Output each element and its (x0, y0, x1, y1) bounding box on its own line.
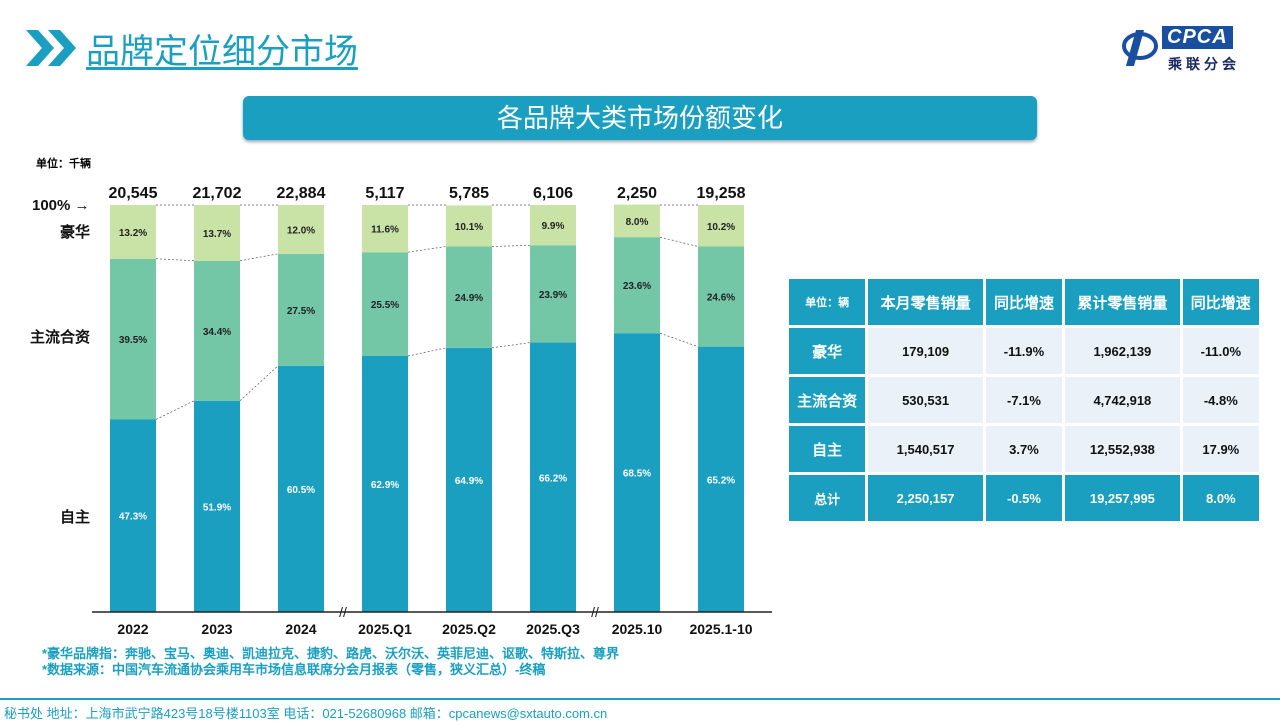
bar-自主-2022 (110, 419, 156, 612)
footer-divider (0, 698, 1280, 700)
footnotes: *豪华品牌指：奔驰、宝马、奥迪、凯迪拉克、捷豹、路虎、沃尔沃、英菲尼迪、讴歌、特… (42, 646, 620, 677)
connector-line (659, 332, 699, 347)
total-label: 21,702 (193, 185, 242, 202)
connector-line (239, 253, 279, 262)
bar-主流合资-2025.Q1 (362, 252, 408, 356)
x-tick-label: 2023 (201, 621, 232, 637)
total-label: 5,117 (365, 185, 404, 202)
data-label: 10.2% (707, 222, 735, 233)
connector-line (407, 347, 447, 357)
chart-title-banner: 各品牌大类市场份额变化 (243, 96, 1037, 140)
bar-主流合资-2023 (194, 260, 240, 401)
data-label: 64.9% (455, 476, 483, 487)
connector-line (491, 244, 531, 247)
bar-主流合资-2025.1-10 (698, 246, 744, 347)
top-marker: 100% → (32, 197, 90, 214)
total-label: 19,258 (697, 185, 746, 202)
footer-contact: 秘书处 地址：上海市武宁路423号18号楼1103室 电话：021-526809… (4, 706, 608, 721)
data-label: 12.0% (287, 225, 315, 236)
x-tick-label: 2025.Q1 (358, 621, 412, 637)
table-row: 主流合资 530,531 -7.1% 4,742,918 -4.8% (789, 377, 1259, 423)
table-header-row: 单位：辆 本月零售销量 同比增速 累计零售销量 同比增速 (789, 279, 1259, 325)
bar-豪华-2025.1-10 (698, 205, 744, 247)
bar-主流合资-2025.Q3 (530, 245, 576, 343)
connector-line (491, 342, 531, 349)
bar-自主-2025.1-10 (698, 346, 744, 612)
data-label: 8.0% (626, 217, 649, 228)
data-label: 68.5% (623, 469, 651, 480)
bar-主流合资-2024 (278, 253, 324, 366)
x-tick-label: 2022 (117, 621, 148, 637)
bar-豪华-2024 (278, 205, 324, 254)
total-label: 5,785 (449, 185, 489, 202)
bar-主流合资-2025.10 (614, 237, 660, 334)
data-label: 60.5% (287, 485, 315, 496)
data-label: 39.5% (119, 335, 147, 346)
axis-break-mark: // (339, 604, 347, 620)
table-row: 自主 1,540,517 3.7% 12,552,938 17.9% (789, 426, 1259, 472)
bar-豪华-2025.10 (614, 204, 660, 238)
series-label-豪华: 豪华 (60, 223, 90, 241)
data-label: 51.9% (203, 502, 231, 513)
table-row: 豪华 179,109 -11.9% 1,962,139 -11.0% (789, 328, 1259, 374)
bar-自主-2025.10 (614, 333, 660, 612)
bar-自主-2025.Q3 (530, 342, 576, 612)
bar-自主-2025.Q2 (446, 347, 492, 612)
total-label: 2,250 (617, 185, 657, 202)
data-label: 23.6% (623, 281, 651, 292)
page-title: 品牌定位细分市场 (86, 33, 358, 71)
data-label: 11.6% (371, 225, 399, 236)
data-label: 27.5% (287, 306, 315, 317)
connector-line (155, 400, 195, 420)
bar-豪华-2025.Q2 (446, 205, 492, 247)
data-label: 47.3% (119, 512, 147, 523)
x-tick-label: 2025.Q3 (526, 621, 580, 637)
data-label: 13.2% (119, 228, 147, 239)
data-label: 34.4% (203, 327, 231, 338)
x-tick-label: 2024 (285, 621, 316, 637)
x-tick-label: 2025.10 (612, 621, 663, 637)
series-label-自主: 自主 (60, 508, 90, 526)
axis-break-mark: // (591, 604, 599, 620)
data-label: 10.1% (455, 222, 483, 233)
data-label: 23.9% (539, 290, 567, 301)
table-total-row: 总计 2,250,157 -0.5% 19,257,995 8.0% (789, 475, 1259, 521)
data-label: 65.2% (707, 475, 735, 486)
bar-自主-2025.Q1 (362, 355, 408, 612)
total-label: 20,545 (109, 185, 158, 202)
data-label: 24.6% (707, 293, 735, 304)
data-label: 25.5% (371, 300, 399, 311)
x-tick-label: 2025.Q2 (442, 621, 496, 637)
connector-line (239, 365, 279, 402)
connector-line (407, 246, 447, 253)
data-label: 62.9% (371, 480, 399, 491)
sales-table: 单位：辆 本月零售销量 同比增速 累计零售销量 同比增速 豪华 179,109 -1… (786, 276, 1262, 524)
bar-豪华-2023 (194, 205, 240, 261)
connector-line (659, 236, 699, 247)
bar-主流合资-2025.Q2 (446, 246, 492, 348)
chevron-right-icon (26, 30, 76, 66)
bar-豪华-2022 (110, 205, 156, 259)
data-label: 9.9% (542, 221, 565, 232)
data-label: 66.2% (539, 473, 567, 484)
bar-自主-2024 (278, 365, 324, 612)
connector-line (155, 258, 195, 262)
total-label: 6,106 (533, 185, 573, 202)
bar-豪华-2025.Q1 (362, 205, 408, 253)
data-label: 13.7% (203, 229, 231, 240)
x-tick-label: 2025.1-10 (689, 621, 752, 637)
series-label-主流合资: 主流合资 (30, 328, 90, 346)
unit-label: 单位：千辆 (36, 158, 91, 170)
data-label: 24.9% (455, 293, 483, 304)
bar-自主-2023 (194, 400, 240, 612)
total-label: 22,884 (277, 185, 326, 202)
bar-主流合资-2022 (110, 258, 156, 420)
cpca-logo: CPCA 乘联分会 (1116, 26, 1256, 74)
bar-豪华-2025.Q3 (530, 205, 576, 246)
stacked-bar-chart: 47.3% 39.5% 13.2% 20,545 2022 51.9% 34.4% 13.7%… (30, 185, 772, 637)
